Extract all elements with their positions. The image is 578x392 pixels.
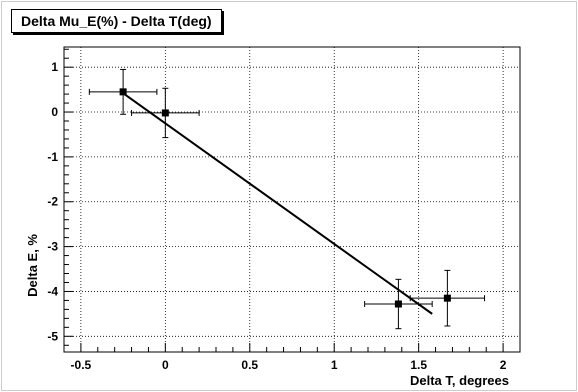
y-axis-ticks: 1 0 -1 -2 -3 -4 -5 — [47, 48, 73, 346]
data-point-marker — [161, 109, 169, 117]
data-point-marker — [443, 294, 451, 302]
x-tick-label: 0.5 — [241, 358, 258, 372]
fit-line — [122, 92, 433, 315]
x-tick-label: 2 — [500, 358, 507, 372]
y-tick-label: -2 — [47, 195, 58, 209]
x-tick-label: 1 — [331, 358, 338, 372]
y-tick-label: -4 — [47, 284, 58, 298]
data-point-marker — [394, 300, 402, 308]
x-tick-label: -0.5 — [71, 358, 92, 372]
y-tick-label: -5 — [47, 329, 58, 343]
y-tick-label: 1 — [51, 60, 58, 74]
y-tick-label: -1 — [47, 150, 58, 164]
y-axis-label: Delta E, % — [25, 234, 40, 297]
y-tick-label: 0 — [51, 105, 58, 119]
data-point-marker — [119, 88, 127, 96]
x-tick-label: 1.5 — [410, 358, 427, 372]
x-axis-ticks: -0.5 0 0.5 1 1.5 2 — [63, 343, 521, 372]
plot-area-frame — [63, 46, 521, 353]
y-tick-label: -3 — [47, 240, 58, 254]
x-tick-label: 0 — [162, 358, 169, 372]
x-axis-label: Delta T, degrees — [410, 373, 509, 388]
grid-lines — [64, 47, 520, 352]
fit-line-group — [122, 92, 433, 315]
chart-title: Delta Mu_E(%) - Delta T(deg) — [11, 9, 222, 33]
data-points — [88, 68, 486, 330]
